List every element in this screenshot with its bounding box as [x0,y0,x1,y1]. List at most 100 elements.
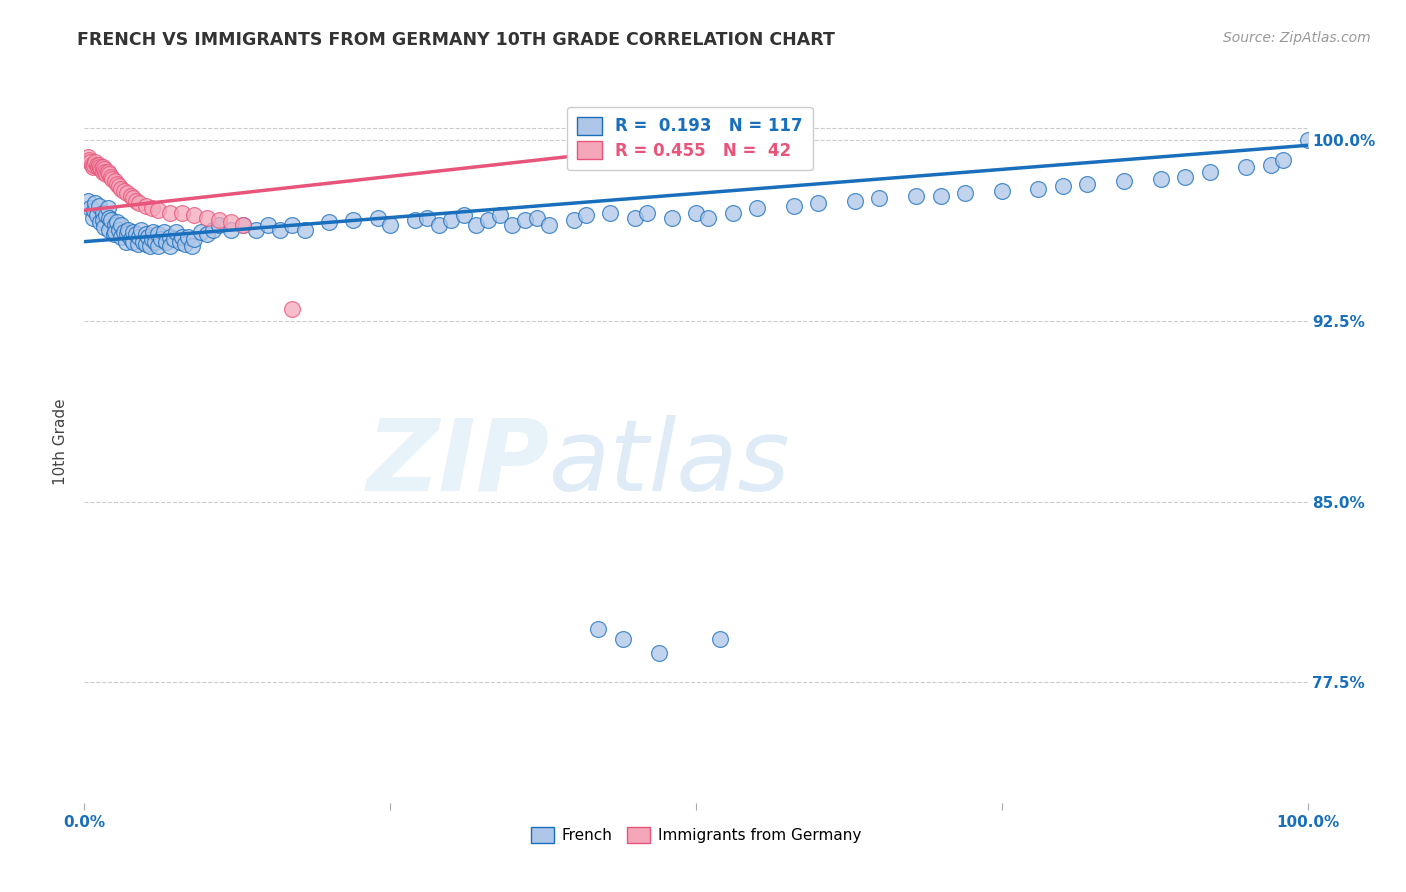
Point [783,198,806,212]
Point [1150,172,1173,186]
Point [159,230,181,244]
Point [586,623,609,637]
Y-axis label: 10th Grade: 10th Grade [53,398,69,485]
Point [153,225,176,239]
Text: Source: ZipAtlas.com: Source: ZipAtlas.com [1223,31,1371,45]
Point [269,222,291,236]
Point [1260,157,1282,171]
Point [110,181,132,195]
Point [112,225,135,239]
Point [624,211,647,225]
Point [84,196,107,211]
Point [721,205,744,219]
Point [104,225,127,239]
Point [991,184,1014,198]
Point [96,167,118,181]
Point [136,230,159,244]
Point [219,215,242,229]
Point [89,215,111,229]
Point [127,237,149,252]
Point [453,208,475,222]
Point [208,218,231,232]
Point [562,213,585,227]
Point [115,227,138,242]
Point [318,215,340,229]
Point [173,237,195,252]
Point [100,169,122,184]
Point [115,235,138,249]
Point [125,194,148,208]
Point [91,165,114,179]
Point [97,211,120,225]
Point [807,196,830,211]
Point [183,232,205,246]
Point [905,189,928,203]
Point [1028,181,1050,195]
Point [661,211,683,225]
Point [115,186,138,201]
Point [141,232,163,246]
Point [146,227,169,242]
Point [97,167,120,181]
Point [125,227,148,242]
Point [122,235,145,249]
Point [128,230,150,244]
Point [93,162,115,177]
Point [143,235,166,249]
Point [146,239,169,253]
Point [1272,153,1295,167]
Point [477,213,499,227]
Point [87,198,110,212]
Point [91,160,114,174]
Legend: French, Immigrants from Germany: French, Immigrants from Germany [524,822,868,849]
Point [245,222,267,236]
Point [342,213,364,227]
Point [77,153,100,167]
Point [77,194,100,208]
Point [172,230,194,244]
Point [132,235,155,249]
Point [107,222,129,236]
Point [697,211,720,225]
Point [101,172,124,186]
Point [84,155,107,169]
Point [169,235,191,249]
Point [104,218,127,232]
Point [526,211,548,225]
Point [190,225,212,239]
Point [599,205,621,219]
Point [183,208,205,222]
Point [195,227,218,242]
Point [91,205,114,219]
Point [685,205,707,219]
Point [128,196,150,211]
Text: atlas: atlas [550,415,790,512]
Point [139,239,162,253]
Point [380,218,402,232]
Point [1052,179,1074,194]
Point [97,222,120,236]
Point [219,222,242,236]
Text: FRENCH VS IMMIGRANTS FROM GERMANY 10TH GRADE CORRELATION CHART: FRENCH VS IMMIGRANTS FROM GERMANY 10TH G… [77,31,835,49]
Point [163,232,186,246]
Point [257,218,280,232]
Point [112,184,135,198]
Point [747,201,769,215]
Point [844,194,866,208]
Point [367,211,389,225]
Point [1114,174,1136,188]
Point [120,232,142,246]
Point [281,301,304,316]
Point [135,237,157,252]
Point [96,208,118,222]
Point [440,213,463,227]
Point [513,213,536,227]
Point [135,227,157,242]
Point [502,218,524,232]
Point [94,165,117,179]
Point [86,208,108,222]
Point [1198,165,1220,179]
Point [97,201,120,215]
Point [281,218,304,232]
Point [1174,169,1197,184]
